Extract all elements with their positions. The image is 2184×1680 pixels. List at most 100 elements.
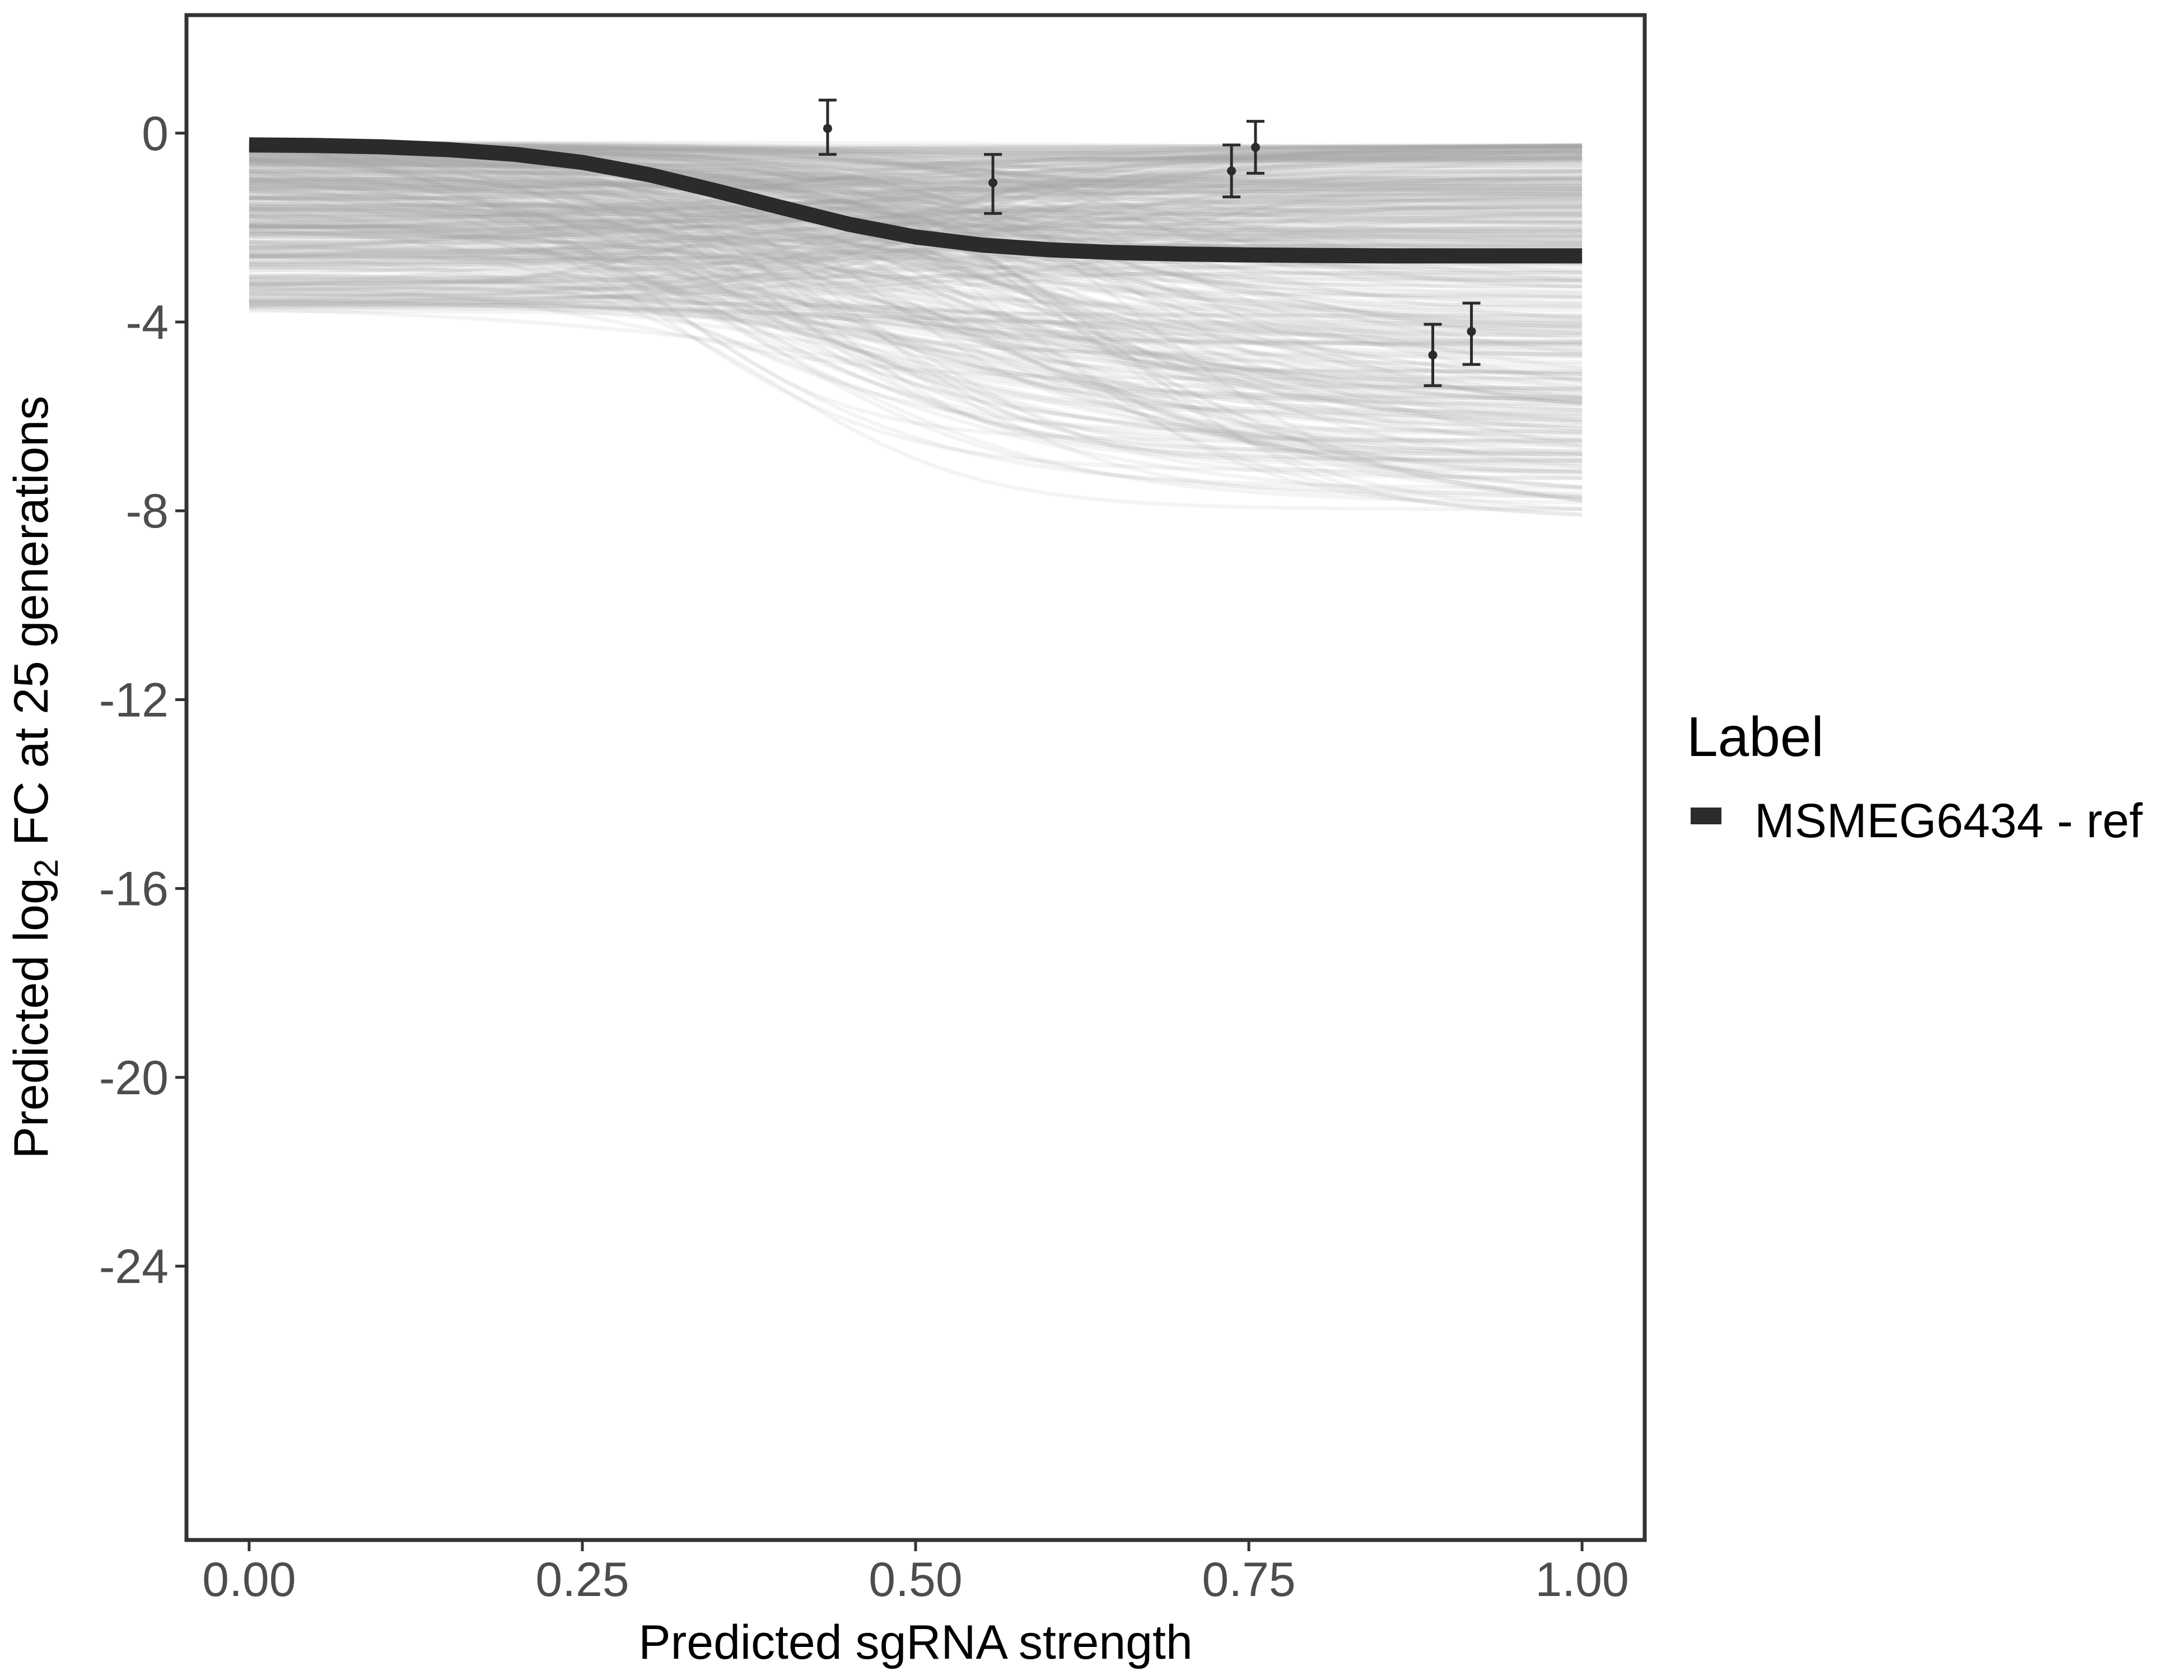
posterior-draw-line — [249, 176, 1583, 330]
posterior-draw-line — [249, 304, 1583, 406]
x-tick-label: 0.00 — [202, 1553, 296, 1607]
legend-key-msmeg6434-ref — [1691, 808, 1721, 824]
observed-points-layer — [818, 99, 1481, 388]
posterior-draw-line — [249, 302, 1583, 347]
posterior-draw-line — [249, 178, 1583, 250]
posterior-draw-line — [249, 157, 1583, 191]
posterior-draw-line — [249, 179, 1583, 233]
posterior-draw-line — [249, 174, 1583, 189]
posterior-draw-line — [249, 189, 1583, 290]
plot-panel-border — [184, 13, 1647, 1542]
posterior-draw-line — [249, 183, 1583, 222]
posterior-draw-line — [249, 178, 1583, 224]
posterior-draw-line — [249, 186, 1583, 191]
posterior-draw-line — [249, 218, 1583, 234]
posterior-draw-line — [249, 146, 1583, 227]
posterior-draw-line — [249, 213, 1583, 500]
posterior-draw-line — [249, 144, 1583, 346]
observed-point — [1424, 323, 1442, 388]
posterior-draw-line — [249, 228, 1583, 272]
posterior-draw-line — [249, 170, 1583, 286]
posterior-draw-line — [249, 161, 1583, 407]
posterior-draw-line — [249, 195, 1583, 435]
posterior-draw-line — [249, 148, 1583, 391]
posterior-draw-line — [249, 194, 1583, 247]
posterior-draw-line — [249, 157, 1583, 190]
posterior-draw-line — [249, 270, 1583, 286]
posterior-draw-line — [249, 199, 1583, 224]
y-tick-label: 0 — [142, 107, 169, 161]
x-tick-label: 0.25 — [535, 1553, 629, 1607]
posterior-draw-line — [249, 174, 1583, 472]
posterior-draw-line — [249, 150, 1583, 227]
posterior-draw-line — [249, 196, 1583, 298]
posterior-draw-line — [249, 260, 1583, 295]
posterior-draw-line — [249, 178, 1583, 300]
posterior-draw-line — [249, 150, 1583, 201]
x-axis-title: Predicted sgRNA strength — [638, 1616, 1193, 1669]
posterior-draw-line — [249, 141, 1583, 150]
posterior-draw-line — [249, 170, 1583, 257]
posterior-draw-line — [249, 151, 1583, 490]
posterior-draw-line — [249, 228, 1583, 351]
posterior-draw-line — [249, 179, 1583, 304]
posterior-draw-line — [249, 155, 1583, 400]
posterior-draw-line — [249, 187, 1583, 209]
posterior-draw-line — [249, 141, 1583, 294]
posterior-draw-line — [249, 144, 1583, 200]
posterior-draw-line — [249, 179, 1583, 202]
posterior-draw-line — [249, 193, 1583, 423]
posterior-draw-line — [249, 170, 1583, 443]
posterior-draw-line — [249, 287, 1583, 401]
posterior-draw-line — [249, 145, 1583, 209]
posterior-draw-line — [249, 241, 1583, 267]
data-point — [1227, 166, 1236, 176]
posterior-draw-line — [249, 195, 1583, 237]
posterior-draw-line — [249, 157, 1583, 256]
legend-label-msmeg6434-ref: MSMEG6434 - ref — [1754, 794, 2143, 848]
series-layer — [249, 137, 1583, 264]
posterior-draw-line — [249, 226, 1583, 308]
posterior-draw-line — [249, 292, 1583, 392]
posterior-draw-line — [249, 176, 1583, 489]
posterior-draw-line — [249, 206, 1583, 299]
legend-title: Label — [1687, 706, 1824, 768]
posterior-draw-line — [249, 143, 1583, 200]
posterior-draw-line — [249, 152, 1583, 244]
posterior-draw-line — [249, 144, 1583, 203]
posterior-draw-line — [249, 179, 1583, 450]
posterior-draw-line — [249, 231, 1583, 424]
posterior-draw-line — [249, 214, 1583, 511]
posterior-draw-line — [249, 283, 1583, 317]
posterior-draw-line — [249, 228, 1583, 436]
posterior-draw-line — [249, 148, 1583, 214]
posterior-draw-line — [249, 207, 1583, 240]
y-tick-label: -12 — [99, 673, 169, 727]
posterior-draw-line — [249, 291, 1583, 404]
posterior-draw-line — [249, 244, 1583, 255]
posterior-draw-line — [249, 169, 1583, 444]
posterior-draw-line — [249, 186, 1583, 473]
posterior-draw-line — [249, 188, 1583, 218]
posterior-draw-line — [249, 161, 1583, 413]
posterior-draw-line — [249, 155, 1583, 309]
posterior-draw-line — [249, 223, 1583, 480]
y-axis-title: Predicted log2 FC at 25 generations — [4, 396, 65, 1159]
posterior-draw-line — [249, 178, 1583, 236]
posterior-draw-line — [249, 144, 1583, 288]
posterior-draw-line — [249, 153, 1583, 176]
posterior-draw-line — [249, 203, 1583, 216]
posterior-draw-line — [249, 145, 1583, 345]
posterior-draw-line — [249, 242, 1583, 265]
y-tick-label: -8 — [126, 484, 169, 538]
posterior-draw-line — [249, 214, 1583, 264]
posterior-draw-line — [249, 254, 1583, 419]
posterior-draw-line — [249, 242, 1583, 261]
posterior-draw-line — [249, 171, 1583, 235]
posterior-draw-line — [249, 169, 1583, 253]
posterior-draw-line — [249, 300, 1583, 329]
posterior-draw-line — [249, 225, 1583, 283]
y-axis: 0 -4 -8 -12 -16 -20 -24 — [99, 107, 185, 1294]
posterior-draw-line — [249, 150, 1583, 286]
posterior-draw-line — [249, 240, 1583, 456]
